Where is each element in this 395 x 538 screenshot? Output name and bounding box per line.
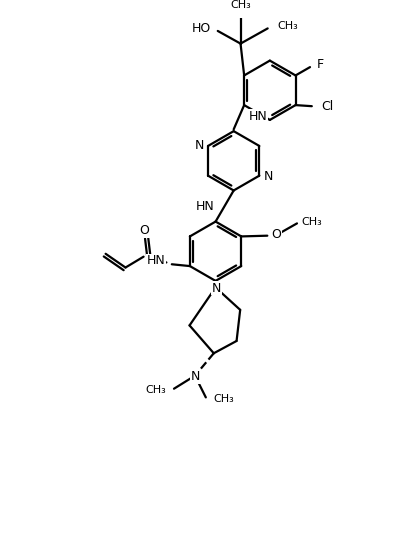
Text: N: N	[194, 139, 204, 152]
Text: HO: HO	[191, 22, 211, 35]
Text: N: N	[212, 282, 221, 295]
Text: CH₃: CH₃	[278, 20, 299, 31]
Text: F: F	[317, 58, 324, 71]
Text: HN: HN	[249, 110, 268, 123]
Text: N: N	[191, 370, 200, 383]
Text: Cl: Cl	[321, 101, 333, 114]
Text: O: O	[272, 228, 282, 240]
Text: CH₃: CH₃	[302, 217, 322, 227]
Text: HN: HN	[196, 200, 214, 213]
Text: CH₃: CH₃	[214, 394, 235, 404]
Text: CH₃: CH₃	[230, 0, 251, 10]
Text: O: O	[139, 224, 149, 237]
Text: HN: HN	[147, 254, 165, 267]
Text: CH₃: CH₃	[145, 385, 166, 395]
Text: N: N	[264, 170, 273, 183]
